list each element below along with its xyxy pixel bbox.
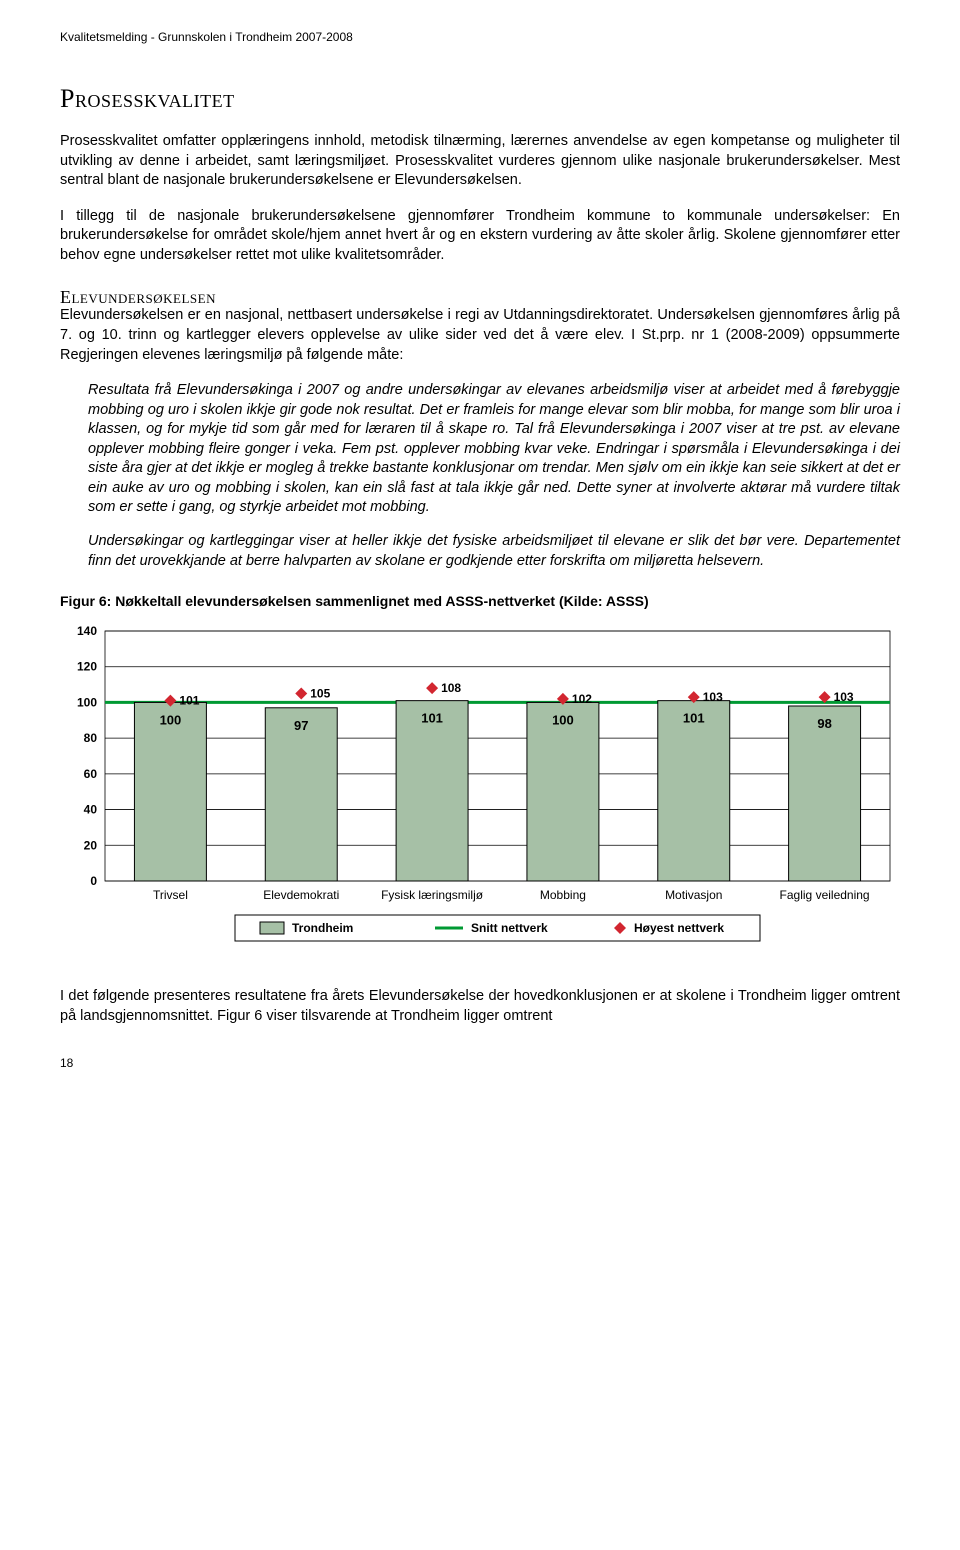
svg-text:Elevdemokrati: Elevdemokrati — [263, 888, 339, 902]
paragraph-1: Prosesskvalitet omfatter opplæringens in… — [60, 132, 900, 191]
page-number: 18 — [60, 1056, 900, 1070]
svg-text:100: 100 — [160, 713, 182, 728]
svg-text:97: 97 — [294, 718, 308, 733]
page-title: Prosesskvalitet — [60, 84, 900, 114]
svg-text:105: 105 — [310, 687, 330, 701]
svg-text:Mobbing: Mobbing — [540, 888, 586, 902]
svg-text:Snitt nettverk: Snitt nettverk — [471, 921, 548, 935]
svg-text:101: 101 — [683, 711, 705, 726]
svg-text:103: 103 — [834, 690, 854, 704]
svg-text:60: 60 — [84, 767, 98, 781]
svg-text:108: 108 — [441, 681, 461, 695]
chart-svg: 0 20 40 60 80 100 120 140 100 101 Trivsel 97 105 Elev… — [60, 621, 900, 961]
svg-text:102: 102 — [572, 692, 592, 706]
svg-text:Trondheim: Trondheim — [292, 921, 353, 935]
svg-text:Motivasjon: Motivasjon — [665, 888, 722, 902]
svg-text:103: 103 — [703, 690, 723, 704]
svg-text:Fysisk læringsmiljø: Fysisk læringsmiljø — [381, 888, 484, 902]
svg-text:100: 100 — [77, 696, 97, 710]
paragraph-3: Elevundersøkelsen er en nasjonal, nettba… — [60, 306, 900, 365]
svg-text:100: 100 — [552, 713, 574, 728]
section-heading: Elevundersøkelsen — [60, 287, 900, 308]
svg-text:120: 120 — [77, 660, 97, 674]
bar-chart: 0 20 40 60 80 100 120 140 100 101 Trivsel 97 105 Elev… — [60, 621, 900, 961]
svg-text:40: 40 — [84, 803, 98, 817]
svg-text:101: 101 — [179, 694, 199, 708]
svg-text:Høyest nettverk: Høyest nettverk — [634, 921, 724, 935]
running-header: Kvalitetsmelding - Grunnskolen i Trondhe… — [60, 30, 900, 44]
footer-paragraph: I det følgende presenteres resultatene f… — [60, 987, 900, 1026]
svg-text:98: 98 — [817, 716, 831, 731]
paragraph-2: I tillegg til de nasjonale brukerundersø… — [60, 207, 900, 266]
svg-text:80: 80 — [84, 731, 98, 745]
quote-paragraph-1: Resultata frå Elevundersøkinga i 2007 og… — [88, 381, 900, 518]
svg-text:140: 140 — [77, 624, 97, 638]
svg-text:Trivsel: Trivsel — [153, 888, 188, 902]
svg-text:20: 20 — [84, 838, 98, 852]
quote-paragraph-2: Undersøkingar og kartleggingar viser at … — [88, 532, 900, 571]
svg-text:Faglig veiledning: Faglig veiledning — [780, 888, 870, 902]
svg-text:0: 0 — [90, 874, 97, 888]
figure-caption: Figur 6: Nøkkeltall elevundersøkelsen sa… — [60, 593, 900, 609]
svg-text:101: 101 — [421, 711, 443, 726]
